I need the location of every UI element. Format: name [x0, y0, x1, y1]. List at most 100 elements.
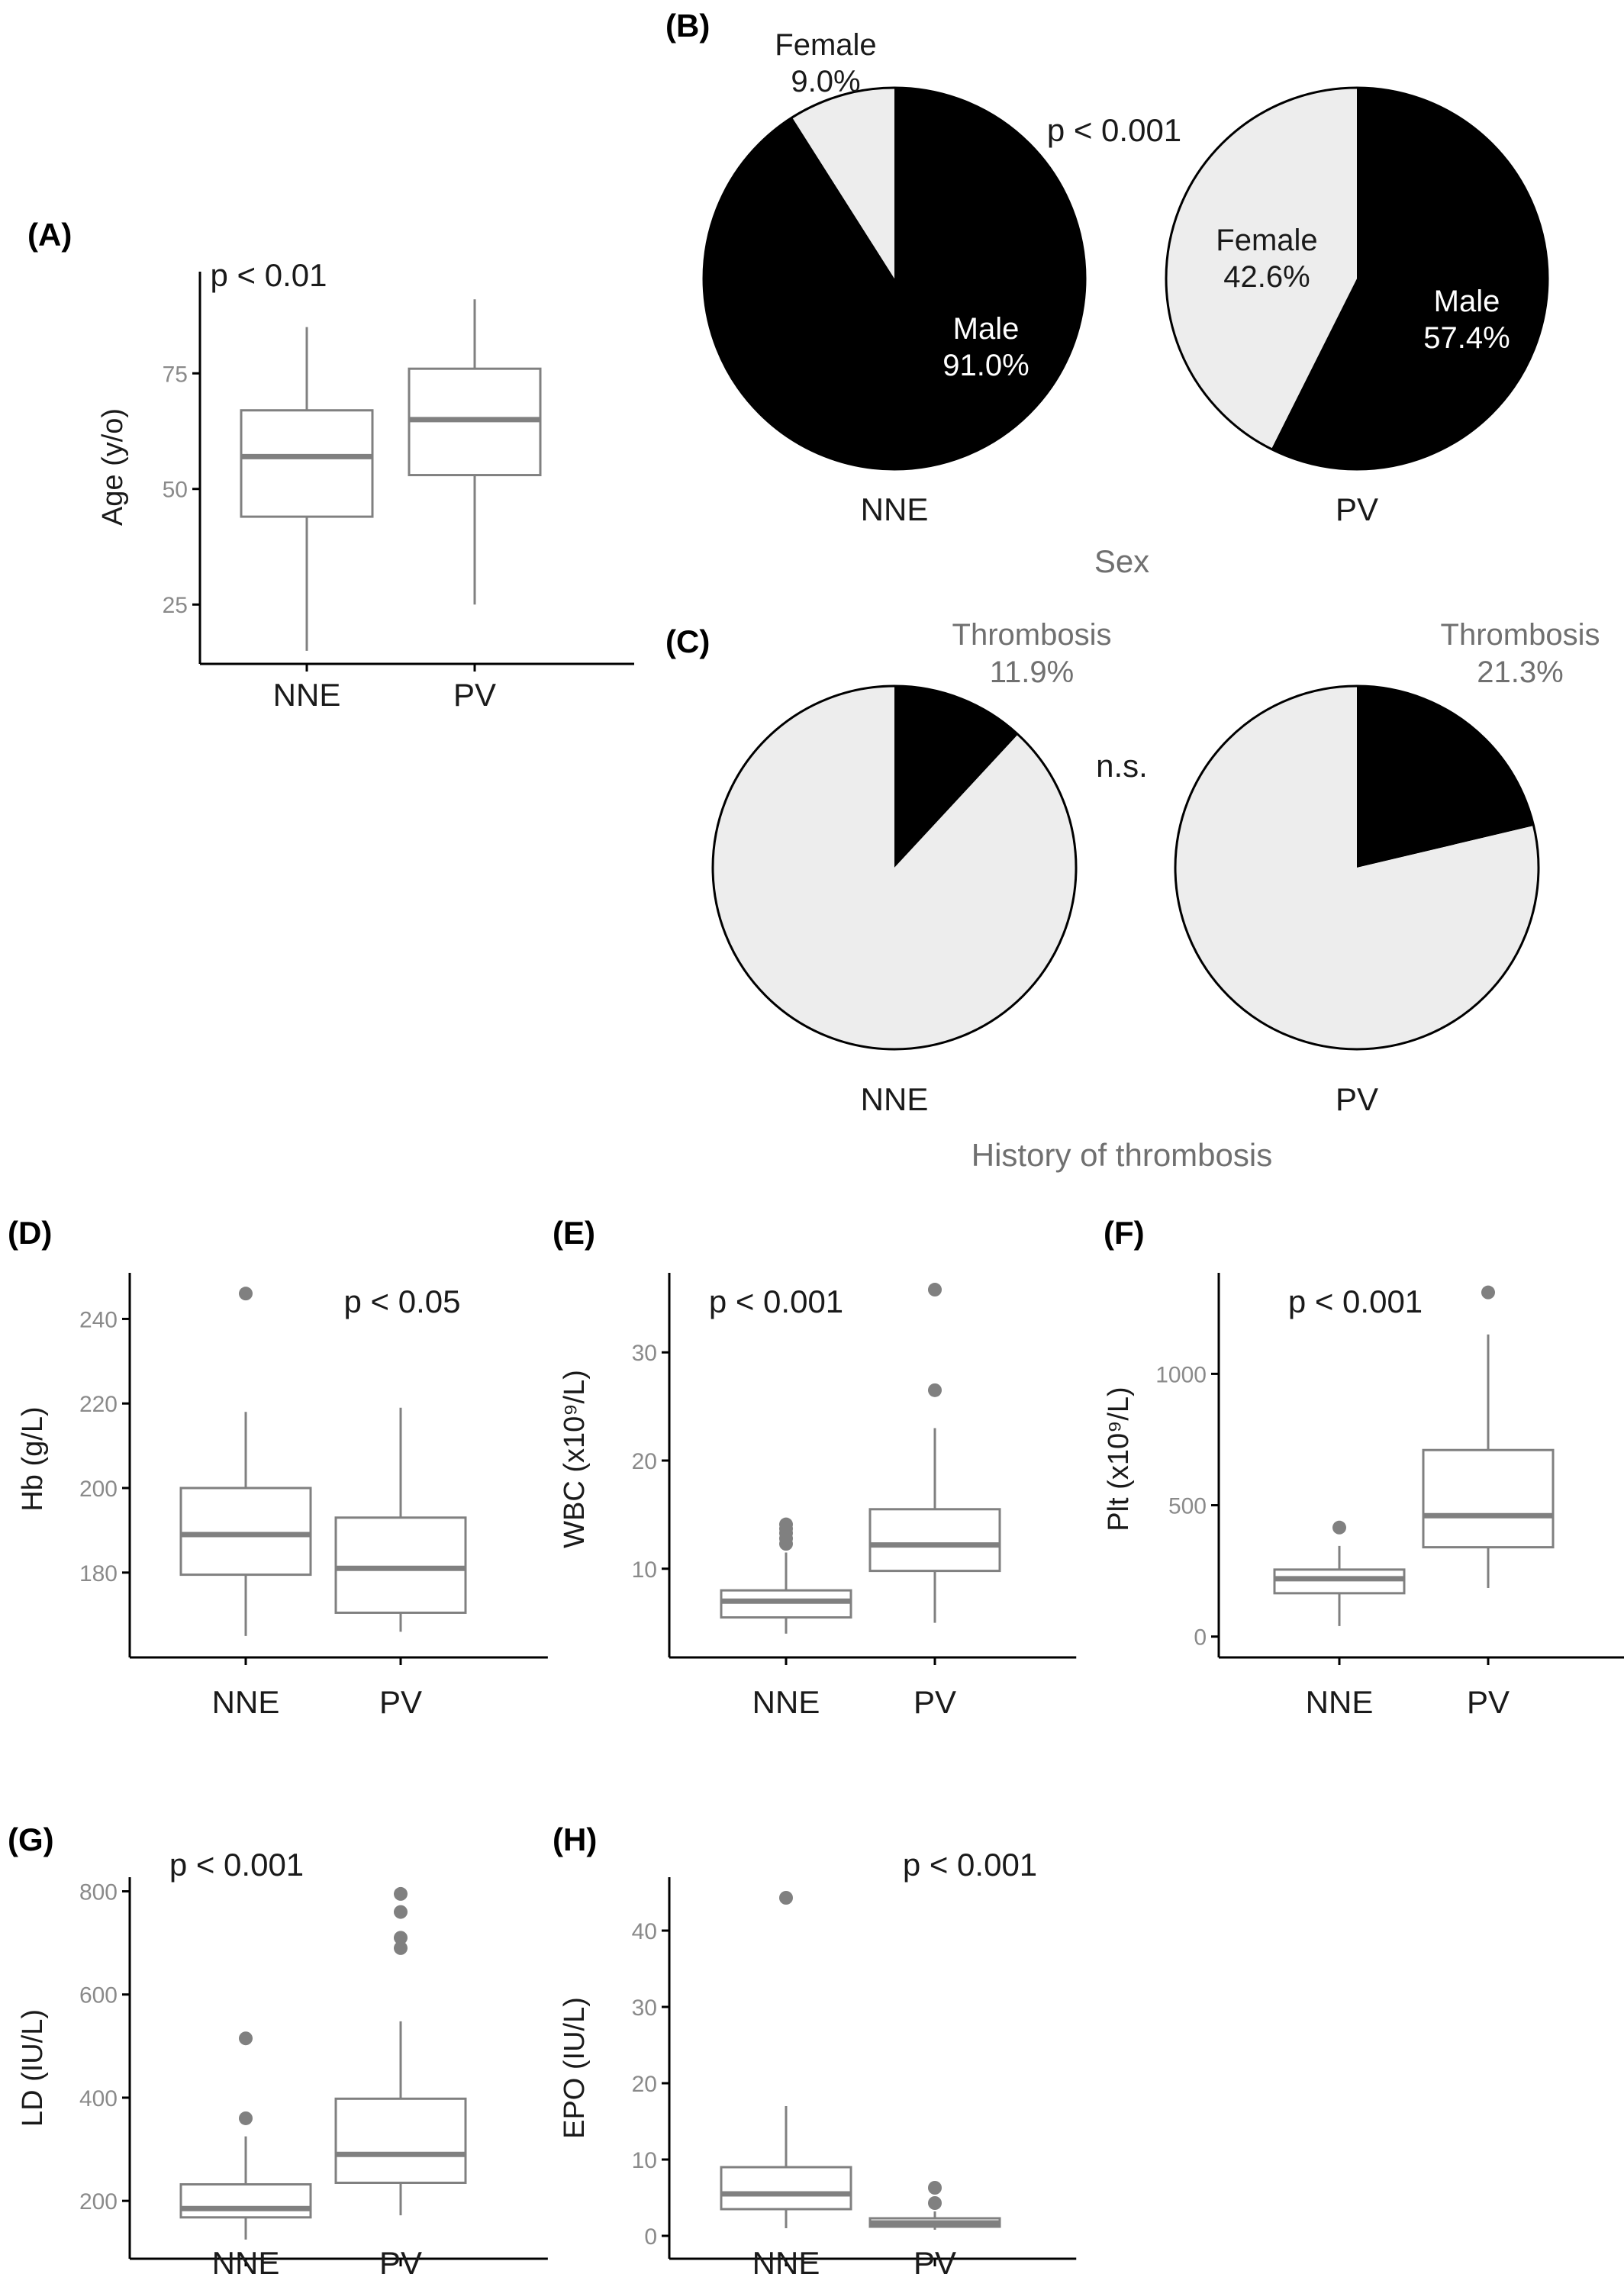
panel-b-pie-outline: [1165, 86, 1549, 471]
panel-g-outlier: [239, 2111, 253, 2125]
panel-e-ytick-label: 10: [632, 1557, 657, 1583]
panel-c-pie-name: PV: [1336, 1081, 1378, 1117]
panel-b-slice-label: Female: [1216, 224, 1317, 257]
panel-g-ytick-label: 600: [79, 1983, 118, 2008]
panel-c-xlabel: History of thrombosis: [972, 1137, 1272, 1173]
panel-c-pie-slice: [894, 686, 1018, 868]
panel-f-box: [1422, 1448, 1555, 1549]
panel-f-outlier: [1481, 1285, 1495, 1300]
panel-d-ytick-label: 220: [79, 1392, 118, 1417]
panel-a-ytick-label: 75: [163, 362, 188, 387]
panel-f-xtick-label: NNE: [1306, 1684, 1374, 1720]
panel-f-xtick-label: PV: [1467, 1684, 1510, 1720]
panel-d-ytick-label: 200: [79, 1477, 118, 1502]
panel-g-xtick-label: PV: [379, 2245, 422, 2274]
panel-g-pvalue: p < 0.001: [169, 1847, 304, 1883]
panel-b-slice-pct: 42.6%: [1223, 260, 1310, 294]
panel-e-label: (E): [553, 1215, 595, 1251]
panel-d-pvalue: p < 0.05: [344, 1284, 461, 1319]
panel-b-pie-slice: [1166, 88, 1357, 449]
panel-b-slice-pct: 57.4%: [1423, 321, 1510, 355]
panel-h-ytick-label: 0: [644, 2224, 657, 2250]
panel-g-outlier: [239, 2031, 253, 2046]
panel-g-ytick-label: 800: [79, 1880, 118, 1905]
panel-e-ytick-label: 20: [632, 1449, 657, 1474]
panel-b-pie-slice: [1271, 88, 1548, 469]
panel-a-xtick-label: PV: [453, 677, 496, 713]
panel-e-ytick-label: 30: [632, 1341, 657, 1366]
panel-h-ytick-label: 30: [632, 1995, 657, 2021]
panel-g-outlier: [394, 1941, 408, 1955]
panel-c-slice-pct: 21.3%: [1477, 655, 1563, 689]
panel-h-ytick-label: 40: [632, 1919, 657, 1944]
panel-h-outlier: [928, 2181, 942, 2195]
panel-f-ytick-label: 1000: [1155, 1362, 1207, 1387]
panel-f-label: (F): [1104, 1215, 1145, 1251]
panel-b-pie-name: NNE: [861, 491, 929, 527]
panel-c-pie-outline: [711, 684, 1078, 1051]
panel-d-ytick-label: 180: [79, 1561, 118, 1586]
panel-g-ytick-label: 200: [79, 2189, 118, 2214]
panel-c-pie-outline: [1174, 684, 1540, 1051]
panel-a-ylabel: Age (y/o): [97, 408, 129, 526]
panel-g-ylabel: LD (IU/L): [17, 2009, 49, 2127]
panel-d-ytick-label: 240: [79, 1307, 118, 1332]
panel-d-xtick-label: NNE: [212, 1684, 280, 1720]
panel-d-ylabel: Hb (g/L): [17, 1406, 49, 1511]
panel-h-label: (H): [553, 1821, 597, 1857]
panel-f-ytick-label: 0: [1194, 1625, 1207, 1651]
panel-b-slice-pct: 9.0%: [791, 65, 860, 98]
panel-c-pvalue: n.s.: [1096, 748, 1148, 784]
panel-e-pvalue: p < 0.001: [709, 1284, 843, 1319]
panel-d-xtick-label: PV: [379, 1684, 422, 1720]
panel-g-outlier: [394, 1931, 408, 1945]
panel-a-ytick-label: 50: [163, 478, 188, 503]
panel-b-label: (B): [665, 8, 710, 43]
panel-a-ytick-label: 25: [163, 593, 188, 618]
panel-b-pvalue: p < 0.001: [1047, 112, 1181, 148]
panel-a-xtick-label: NNE: [273, 677, 341, 713]
panel-g-outlier: [394, 1886, 408, 1901]
panel-d-box: [334, 1516, 467, 1614]
panel-g-xtick-label: NNE: [212, 2245, 280, 2274]
panel-d-label: (D): [8, 1215, 52, 1251]
panel-h-ylabel: EPO (IU/L): [559, 1997, 591, 2139]
panel-e-outlier: [779, 1517, 793, 1532]
panel-b-pie-name: PV: [1336, 491, 1378, 527]
panel-e-outlier: [928, 1283, 942, 1297]
panel-b-pie-slice: [792, 88, 894, 279]
panel-b-slice-label: Male: [1434, 285, 1500, 318]
panel-b-pie-outline: [702, 86, 1087, 471]
panel-a-label: (A): [27, 217, 72, 253]
panel-c-pie-slice: [1175, 686, 1539, 1050]
panel-h-ytick-label: 20: [632, 2072, 657, 2097]
panel-h-pvalue: p < 0.001: [903, 1847, 1037, 1883]
panel-e-box: [720, 1589, 852, 1619]
panel-c-label: (C): [665, 623, 710, 659]
panel-f-ylabel: Plt (x10⁹/L): [1103, 1387, 1135, 1531]
panel-e-outlier: [928, 1383, 942, 1397]
panel-f-ytick-label: 500: [1168, 1494, 1207, 1519]
panel-h-xtick-label: PV: [914, 2245, 956, 2274]
panel-d-box: [179, 1486, 312, 1577]
panel-a-box: [240, 409, 374, 518]
panel-g-box: [334, 2097, 467, 2184]
panel-h-ytick-label: 10: [632, 2148, 657, 2173]
panel-c-slice-pct: 11.9%: [990, 655, 1074, 689]
panel-c-slice-label: Thrombosis: [952, 618, 1112, 652]
panel-h-xtick-label: NNE: [752, 2245, 820, 2274]
panel-b-slice-label: Male: [953, 312, 1020, 346]
panel-g-ytick-label: 400: [79, 2086, 118, 2111]
panel-h-box: [720, 2166, 852, 2211]
panel-h-outlier: [928, 2196, 942, 2210]
panel-h-outlier: [779, 1891, 793, 1905]
panel-e-xtick-label: NNE: [752, 1684, 820, 1720]
panel-f-outlier: [1332, 1520, 1346, 1535]
panel-e-ylabel: WBC (x10⁹/L): [559, 1370, 591, 1548]
panel-f-pvalue: p < 0.001: [1288, 1284, 1423, 1319]
panel-g-outlier: [394, 1905, 408, 1919]
panel-b-slice-pct: 91.0%: [942, 349, 1029, 382]
panel-b-slice-label: Female: [775, 28, 876, 62]
panel-e-box: [868, 1508, 1001, 1573]
